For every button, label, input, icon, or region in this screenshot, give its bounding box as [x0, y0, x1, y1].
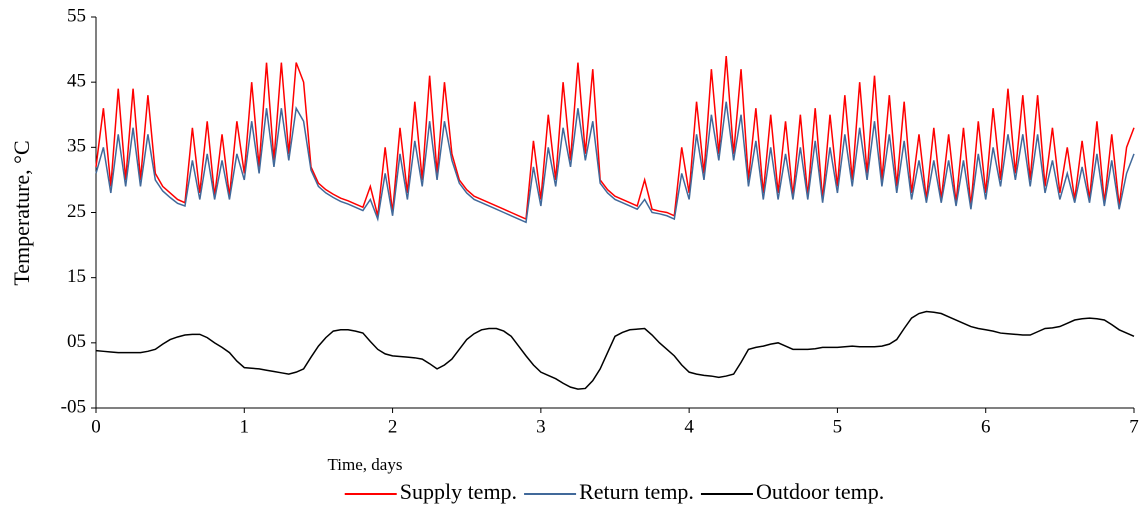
x-tick-label: 6: [981, 416, 991, 437]
y-tick-label: 35: [67, 136, 86, 157]
x-tick-label: 0: [91, 416, 101, 437]
series-line: [95, 56, 1135, 221]
y-axis-label: Temperature, °C: [9, 140, 34, 285]
y-tick-label: 45: [67, 71, 86, 92]
legend-label: Outdoor temp.: [756, 479, 884, 504]
y-tick-label: -05: [61, 396, 86, 417]
x-axis-label: Time, days: [328, 455, 403, 474]
legend-label: Return temp.: [579, 479, 694, 504]
legend-label: Supply temp.: [400, 479, 517, 504]
series-line: [95, 310, 1135, 390]
x-tick-label: 5: [833, 416, 843, 437]
y-tick-label: 05: [67, 331, 86, 352]
y-tick-label: 25: [67, 201, 86, 222]
series-line: [95, 101, 1135, 224]
x-tick-label: 7: [1129, 416, 1139, 437]
x-tick-label: 2: [388, 416, 398, 437]
y-tick-label: 15: [67, 266, 86, 287]
x-tick-label: 4: [684, 416, 694, 437]
x-tick-label: 1: [240, 416, 250, 437]
x-tick-label: 3: [536, 416, 546, 437]
y-tick-label: 55: [67, 5, 86, 26]
